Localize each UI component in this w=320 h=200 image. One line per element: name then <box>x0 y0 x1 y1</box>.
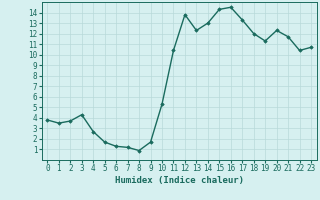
X-axis label: Humidex (Indice chaleur): Humidex (Indice chaleur) <box>115 176 244 185</box>
